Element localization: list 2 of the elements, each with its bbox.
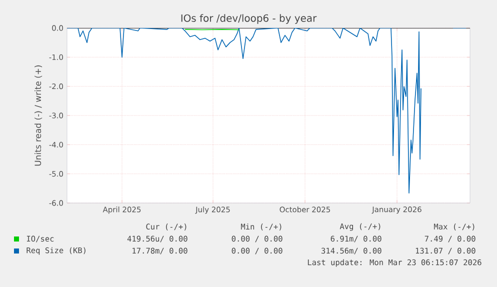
y-axis-title: Units read (-) / write (+) — [34, 65, 42, 166]
chart-title: IOs for /dev/loop6 - by year — [181, 14, 317, 24]
